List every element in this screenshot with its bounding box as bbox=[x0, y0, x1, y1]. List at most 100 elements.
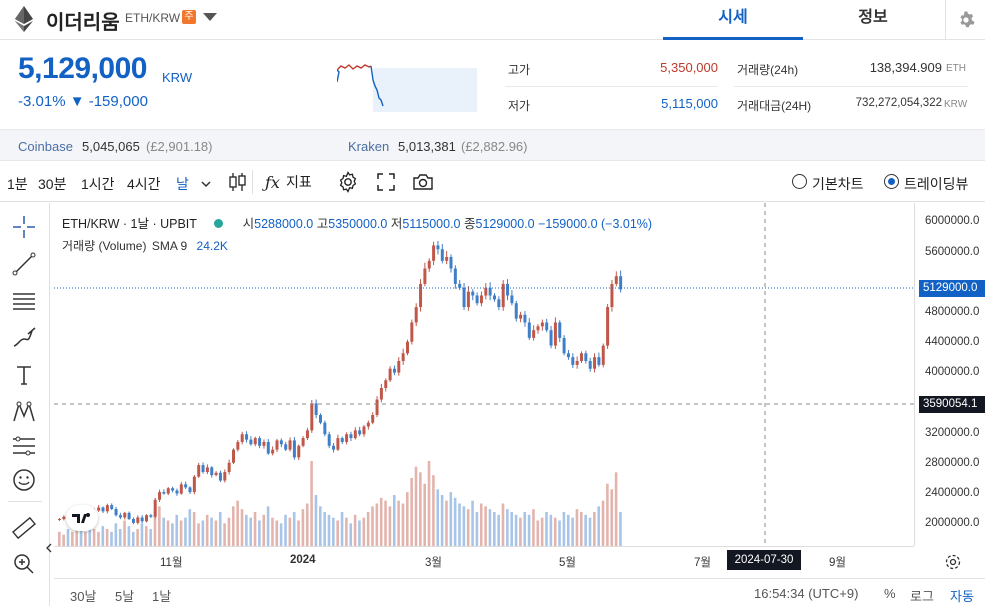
tab-price[interactable]: 시세 bbox=[663, 0, 803, 40]
candle-body bbox=[549, 330, 553, 346]
chart-bottom-bar: 30날 5날 1날 16:54:34 (UTC+9) % 로그 자동 bbox=[54, 578, 985, 606]
timeframe-day[interactable]: 날 bbox=[176, 176, 189, 192]
candle-body bbox=[410, 322, 414, 342]
volume-bar bbox=[149, 529, 152, 546]
candle-body bbox=[188, 487, 192, 493]
chart-type-button[interactable] bbox=[225, 170, 249, 194]
zoom-tool[interactable] bbox=[10, 550, 38, 578]
candle-body bbox=[392, 368, 396, 373]
chart-legend: ETH/KRW · 1날 · UPBIT 시5288000.0 고5350000… bbox=[62, 213, 652, 232]
candle-body bbox=[166, 488, 170, 494]
volume-bar bbox=[136, 529, 139, 546]
settings-button[interactable] bbox=[945, 0, 985, 40]
crosshair-tool[interactable] bbox=[10, 213, 38, 241]
chart-settings-button[interactable] bbox=[336, 170, 360, 194]
volume-bar bbox=[571, 517, 574, 546]
candle-body bbox=[488, 287, 492, 296]
screenshot-button[interactable] bbox=[411, 170, 435, 194]
chart-settings-button[interactable] bbox=[944, 553, 962, 571]
candle-body bbox=[158, 492, 162, 500]
volume-bar bbox=[88, 523, 92, 546]
low-value: 5115000.0 bbox=[402, 217, 461, 231]
volume-label[interactable]: 거래량 (Volume) bbox=[62, 239, 147, 253]
text-tool[interactable] bbox=[10, 361, 38, 389]
volume-bar bbox=[158, 506, 161, 546]
fullscreen-button[interactable] bbox=[374, 170, 398, 194]
auto-toggle[interactable]: 자동 bbox=[950, 589, 974, 604]
candle-body bbox=[401, 353, 405, 362]
volume-bar bbox=[588, 517, 592, 546]
exchange-name[interactable]: Coinbase bbox=[18, 139, 73, 154]
volume-bar bbox=[240, 509, 244, 546]
volume-bar bbox=[453, 497, 457, 546]
volume-bar bbox=[131, 531, 135, 546]
timeframe-30min[interactable]: 30분 bbox=[38, 176, 67, 192]
timeframe-1min[interactable]: 1분 bbox=[7, 176, 28, 192]
prediction-tool[interactable] bbox=[10, 432, 38, 460]
trendline-tool[interactable] bbox=[10, 250, 38, 278]
coin-dropdown-icon[interactable] bbox=[203, 13, 217, 21]
candle-body bbox=[201, 465, 205, 473]
volume-bar bbox=[97, 531, 100, 546]
volume-bar bbox=[110, 531, 113, 546]
basic-chart-radio[interactable] bbox=[792, 174, 807, 189]
fib-tool[interactable] bbox=[10, 287, 38, 315]
candle-body bbox=[97, 507, 101, 511]
gear-icon bbox=[945, 554, 961, 570]
volume-bar bbox=[201, 520, 205, 546]
candle-body bbox=[218, 472, 222, 481]
exchange-name[interactable]: Kraken bbox=[348, 139, 390, 154]
volume-bar bbox=[301, 509, 305, 546]
candle-body bbox=[493, 295, 496, 300]
candle-body bbox=[471, 291, 475, 296]
volume-bar bbox=[188, 509, 192, 546]
volume-bar bbox=[610, 489, 614, 546]
tradingview-logo[interactable] bbox=[66, 505, 98, 531]
candle-body bbox=[523, 314, 527, 323]
collapse-toolbar-button[interactable] bbox=[44, 540, 54, 556]
timeframe-dropdown[interactable] bbox=[201, 176, 211, 188]
volume-bar bbox=[179, 520, 183, 546]
tab-info[interactable]: 정보 bbox=[858, 9, 888, 26]
volume-bar bbox=[305, 503, 309, 546]
range-1d[interactable]: 1날 bbox=[152, 589, 172, 604]
candle-body bbox=[171, 488, 175, 491]
candle-body bbox=[536, 326, 540, 331]
time-axis[interactable]: 11월 2024 3월 5월 7월 2024-07-30 9월 bbox=[54, 546, 914, 576]
market-badge: 주 bbox=[182, 10, 196, 24]
volume-series bbox=[58, 461, 622, 546]
close-value: 5129000.0 bbox=[475, 217, 535, 231]
fullscreen-icon bbox=[377, 173, 395, 191]
log-toggle[interactable]: 로그 bbox=[910, 589, 934, 604]
mini-price-chart bbox=[337, 64, 477, 112]
candle-body bbox=[245, 434, 249, 440]
tradingview-radio[interactable] bbox=[884, 174, 899, 189]
candlestick-icon bbox=[229, 173, 246, 191]
candle-body bbox=[419, 283, 423, 308]
volume-bar bbox=[540, 517, 544, 546]
ruler-tool[interactable] bbox=[10, 514, 38, 542]
volume-bar bbox=[553, 517, 557, 546]
candle-body bbox=[484, 287, 488, 296]
range-5d[interactable]: 5날 bbox=[115, 589, 135, 604]
price-chart[interactable] bbox=[54, 203, 914, 546]
candle-body bbox=[105, 505, 109, 512]
volume-bar bbox=[145, 526, 148, 546]
tradingview-label[interactable]: 트레이딩뷰 bbox=[904, 176, 969, 192]
indicators-button[interactable]: ƒx 지표 bbox=[265, 170, 312, 194]
emoji-tool[interactable] bbox=[10, 466, 38, 494]
timeframe-1hour[interactable]: 1시간 bbox=[81, 176, 115, 192]
basic-chart-label[interactable]: 기본차트 bbox=[812, 176, 864, 192]
price-axis[interactable]: 6000000.0 5600000.0 4800000.0 4400000.0 … bbox=[914, 203, 985, 546]
percent-toggle[interactable]: % bbox=[884, 586, 896, 601]
clock[interactable]: 16:54:34 (UTC+9) bbox=[754, 586, 859, 601]
volume-bar bbox=[327, 514, 331, 546]
volume-bar bbox=[506, 509, 509, 546]
range-30d[interactable]: 30날 bbox=[70, 589, 97, 604]
brush-tool[interactable] bbox=[10, 324, 38, 352]
amount-value: 732,272,054,322 bbox=[855, 97, 942, 109]
pattern-tool[interactable] bbox=[10, 398, 38, 426]
legend-symbol[interactable]: ETH/KRW · 1날 · UPBIT bbox=[62, 217, 197, 231]
candle-body bbox=[566, 353, 570, 358]
timeframe-4hour[interactable]: 4시간 bbox=[127, 176, 161, 192]
